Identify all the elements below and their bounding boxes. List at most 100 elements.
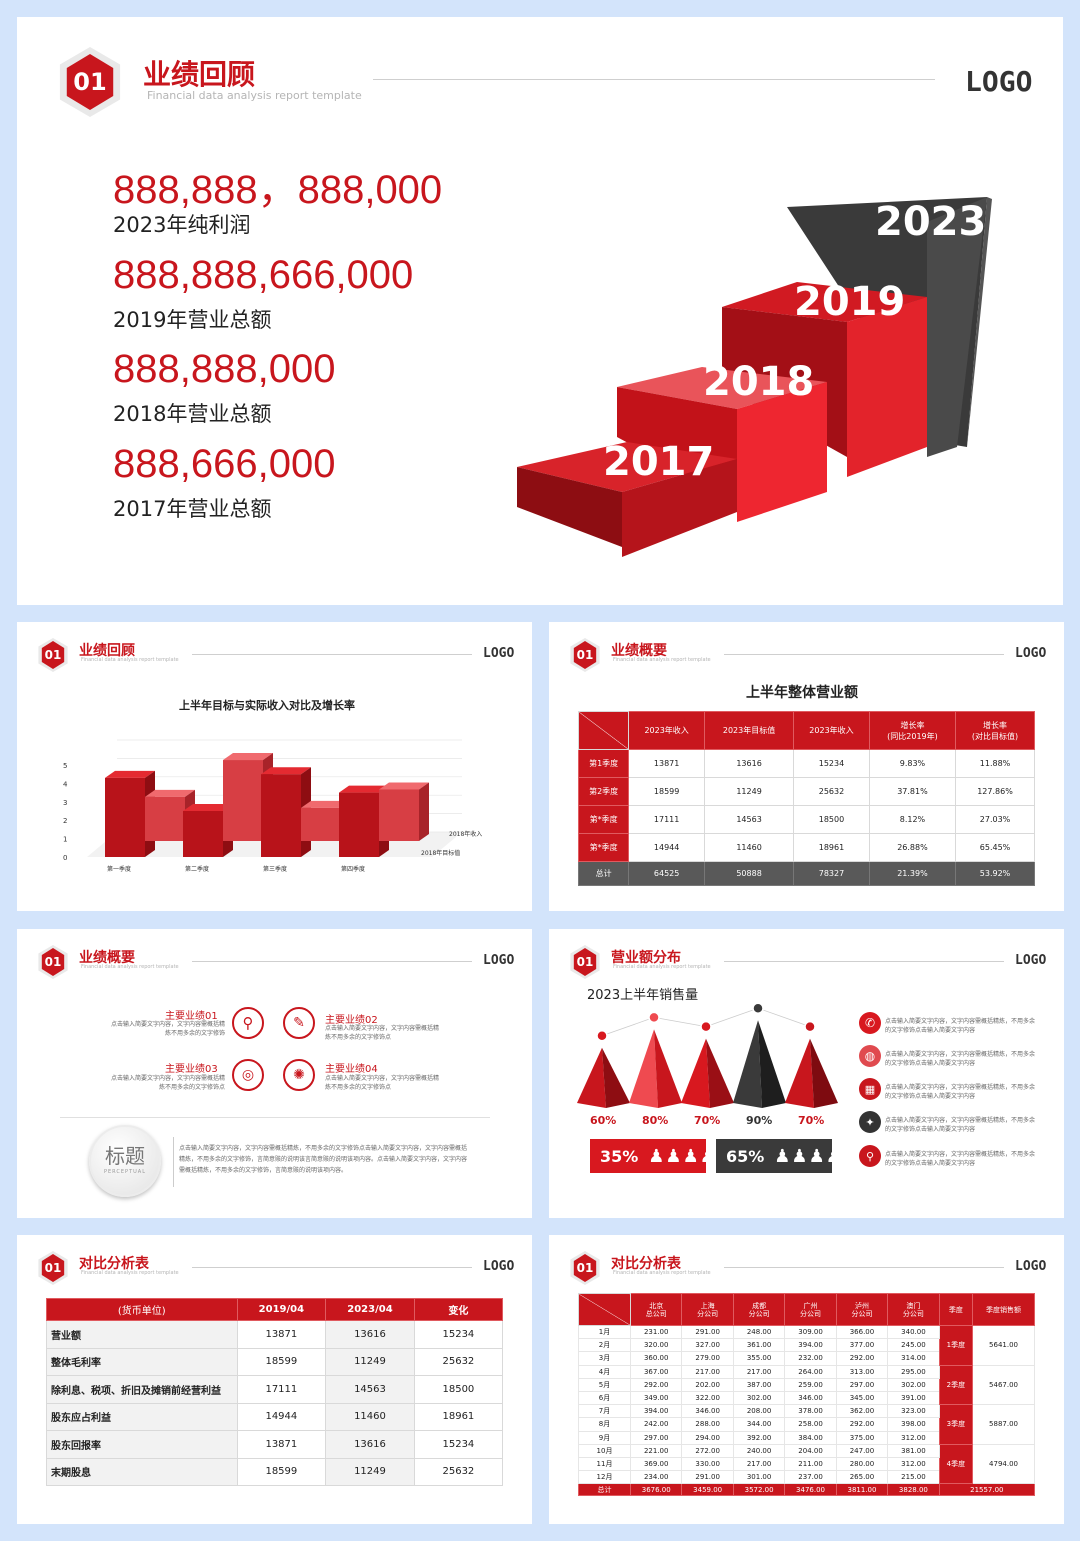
quarter-sales: 4794.00 [972,1443,1035,1485]
table-cell: 13871 [628,749,705,778]
table-cell: 312.00 [887,1456,940,1472]
table-cell: 320.00 [629,1338,683,1353]
table-cell: 313.00 [835,1364,889,1379]
x-tick-label: 第二季度 [185,865,209,873]
quarter-sales: 5467.00 [972,1364,1035,1406]
table-cell: 366.00 [835,1324,889,1340]
logo: LOGO [483,646,515,661]
slide-title: 业绩回顾 [143,58,256,91]
legend-label: 2018年收入 [449,830,482,838]
paragraph: 点击输入简要文字内容，文字内容需概括精炼，不用多余的文字修饰点击输入简要文字内容… [179,1145,468,1174]
table-title: 上半年整体营业额 [746,685,858,701]
table-cell: 18599 [628,777,705,806]
table-cell: 327.00 [681,1338,734,1353]
pyramid [733,1020,786,1108]
y-tick-label: 5 [63,762,67,770]
stat-value: 888,888,000 [113,347,336,391]
row-label: 营业额 [46,1320,238,1349]
table-cell: 258.00 [784,1417,837,1432]
table-cell: 15234 [413,1320,504,1349]
table-cell: 221.00 [629,1443,683,1458]
table-cell: 25632 [413,1457,504,1486]
table-cell: 11.88% [955,749,1035,778]
list-text: 点击输入简要文字内容，文字内容需概括精炼，不用多余的文字修饰点击输入简要文字内容 [885,1084,1036,1100]
pyramid-label: 60% [590,1114,616,1127]
x-tick-label: 第三季度 [263,865,287,873]
pyramid [681,1038,734,1108]
item-desc: 点击输入简要文字内容，文字内容需概括精炼不用多余的文字修饰点 [325,1025,440,1041]
circle-title: 标题 [105,1144,145,1168]
table-cell: 375.00 [835,1430,889,1445]
table-header: 2023年收入 [793,711,870,750]
row-label: 12月 [578,1470,631,1485]
total-cell: 总计 [578,1483,631,1497]
stat-label: 2023年纯利润 [113,213,251,237]
step-label: 2017 [603,439,714,485]
row-label: 股东回报率 [46,1430,238,1459]
table-cell: 369.00 [629,1456,683,1472]
pyramid-label: 70% [798,1114,824,1127]
y-tick-label: 0 [63,854,67,862]
row-label: 2月 [578,1338,631,1353]
quarter-label: 4季度 [938,1443,974,1485]
table-cell: 13616 [325,1320,415,1349]
table-cell: 11460 [325,1402,415,1431]
table-cell: 378.00 [784,1404,837,1419]
table-cell: 292.00 [835,1351,889,1366]
location-pin-icon: ⚲ [859,1145,881,1167]
calendar-icon: ▦ [859,1078,881,1100]
table-cell: 18500 [413,1375,504,1404]
table-cell: 312.00 [887,1430,940,1445]
table-cell: 18500 [793,805,870,834]
row-label: 除利息、税项、折旧及摊销前经营利益 [46,1375,238,1404]
table-header: 北京 总公司 [629,1293,683,1326]
y-tick-label: 3 [63,799,67,807]
table-cell: 394.00 [629,1404,683,1419]
table-cell: 211.00 [784,1456,837,1472]
table-cell: 215.00 [887,1470,940,1485]
bar-chart: 0 1 2 3 4 5 第一季度 第二季度 第三季度 第四季度 2018年收入 2018年目标值 [63,739,482,873]
table-cell: 245.00 [887,1338,940,1353]
table-cell: 259.00 [784,1377,837,1392]
table-header: 2023年目标值 [703,711,795,750]
table-cell: 314.00 [887,1351,940,1366]
table-cell: 11460 [703,833,795,862]
row-label: 10月 [578,1443,631,1458]
table-cell: 8.12% [868,805,957,834]
y-tick-label: 2 [63,817,67,825]
table-cell: 65.45% [955,833,1035,862]
table-cell: 202.00 [681,1377,734,1392]
table-cell: 288.00 [681,1417,734,1432]
table-header: 澳门 分公司 [887,1293,940,1326]
list-text: 点击输入简要文字内容，文字内容需概括精炼，不用多余的文字修饰点击输入简要文字内容 [885,1051,1036,1067]
table-cell: 15234 [413,1430,504,1459]
total-cell: 53.92% [955,861,1035,886]
table-cell: 232.00 [784,1351,837,1366]
table-cell: 291.00 [681,1324,734,1340]
table-cell: 14944 [236,1402,327,1431]
table-cell: 37.81% [868,777,957,806]
item-title: 主要业绩03 [165,1064,218,1075]
x-tick-label: 第一季度 [107,865,131,873]
total-cell: 3459.00 [681,1483,734,1497]
slide-4: 01 业绩概要 Financial data analysis report t… [17,929,532,1218]
row-label: 3月 [578,1351,631,1366]
stat-label: 2019年营业总额 [113,308,272,332]
table-cell: 346.00 [784,1390,837,1406]
total-cell: 21557.00 [938,1483,1036,1497]
table-cell: 302.00 [887,1377,940,1392]
monthly-table: 北京 总公司 上海 分公司 成都 分公司 广州 分公司 泸州 分公司 澳门 分公司 季度 季度… [578,1293,1036,1497]
row-label: 1月 [578,1324,631,1340]
row-label: 11月 [578,1456,631,1472]
section-badge: 01 [573,948,597,976]
stat-right-value: 65% [726,1146,765,1166]
table-cell: 367.00 [629,1364,683,1379]
table-cell: 322.00 [681,1390,734,1406]
table-cell: 217.00 [732,1456,786,1472]
pyramid-dot [700,1020,712,1033]
item-desc: 点击输入简要文字内容，文字内容需概括精炼不用多余的文字修饰点 [111,1075,226,1091]
table-cell: 26.88% [868,833,957,862]
step-label: 2019 [794,279,905,325]
globe-icon: ◍ [859,1045,881,1067]
table-header: 2023年收入 [628,711,705,750]
